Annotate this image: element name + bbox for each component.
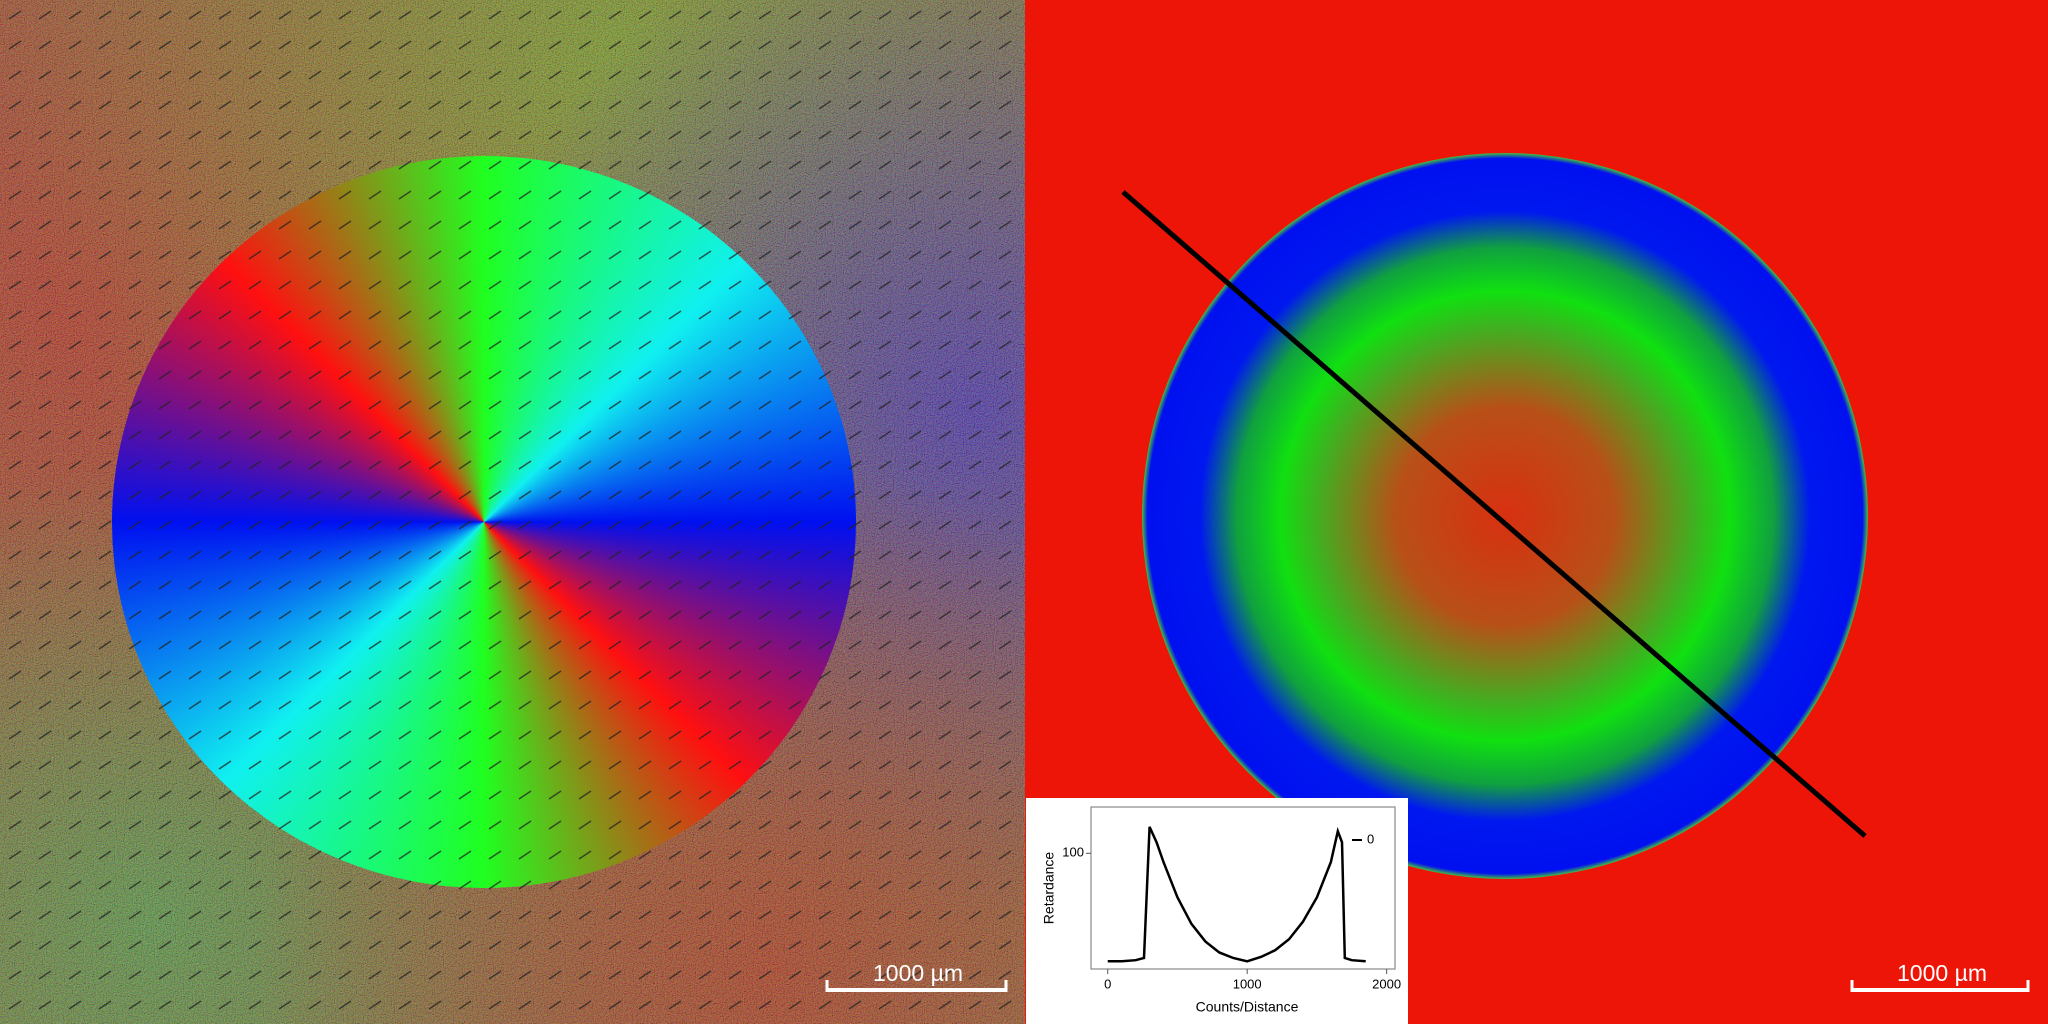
profile-curve: [1107, 826, 1366, 963]
right-panel: 1000 µm: [1025, 0, 2048, 1024]
inset-background: [1026, 798, 1408, 1024]
scale-bar-label: 1000 µm: [1897, 960, 1987, 986]
x-axis-label: Counts/Distance: [1196, 999, 1299, 1015]
x-tick-label: 0: [1104, 976, 1111, 991]
plot-frame: [1090, 806, 1396, 970]
retardance-disk: [1142, 153, 1868, 879]
left-panel: 1000 µm: [0, 0, 1025, 1024]
x-tick-label: 1000: [1233, 976, 1262, 991]
profile-line: [1121, 190, 1867, 838]
y-axis-label: Retardance: [1041, 852, 1057, 925]
legend-label: 0: [1367, 831, 1374, 846]
director-field: [0, 0, 1025, 1024]
y-tick-label: 100: [1062, 845, 1084, 860]
scale-bar-label: 1000 µm: [873, 960, 963, 986]
x-tick-label: 2000: [1372, 976, 1401, 991]
